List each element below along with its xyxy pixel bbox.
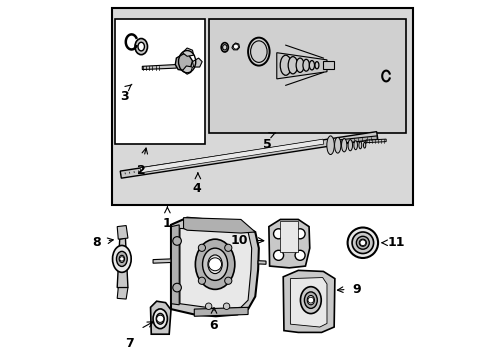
Ellipse shape (135, 39, 147, 55)
Circle shape (208, 258, 221, 271)
Ellipse shape (296, 58, 304, 72)
Ellipse shape (341, 139, 346, 152)
Circle shape (172, 283, 181, 292)
Ellipse shape (302, 59, 309, 71)
Polygon shape (290, 278, 326, 327)
Ellipse shape (363, 142, 365, 148)
Circle shape (198, 277, 205, 284)
Polygon shape (117, 288, 128, 299)
Polygon shape (365, 139, 386, 143)
Bar (112, 8, 412, 205)
Text: 9: 9 (351, 283, 360, 296)
Polygon shape (280, 221, 297, 252)
Ellipse shape (207, 255, 222, 274)
Polygon shape (180, 228, 251, 309)
Ellipse shape (347, 228, 377, 258)
Ellipse shape (112, 246, 131, 273)
Circle shape (156, 315, 163, 322)
Polygon shape (171, 218, 258, 316)
Circle shape (205, 303, 211, 310)
Text: 8: 8 (92, 236, 101, 249)
Ellipse shape (356, 236, 368, 249)
Polygon shape (140, 139, 323, 173)
Ellipse shape (306, 296, 314, 305)
Ellipse shape (153, 309, 167, 329)
Ellipse shape (116, 251, 127, 266)
Text: 4: 4 (192, 182, 201, 195)
Text: 11: 11 (387, 236, 405, 249)
Ellipse shape (195, 239, 234, 289)
Bar (208, 19, 405, 134)
Ellipse shape (347, 140, 352, 151)
Ellipse shape (138, 42, 144, 51)
Circle shape (294, 229, 305, 239)
Polygon shape (283, 270, 334, 332)
Circle shape (172, 237, 181, 245)
Ellipse shape (353, 141, 357, 150)
Circle shape (233, 44, 238, 49)
Circle shape (273, 250, 283, 260)
Polygon shape (120, 132, 377, 178)
Polygon shape (142, 64, 176, 69)
Polygon shape (117, 226, 128, 239)
Circle shape (224, 244, 231, 251)
Ellipse shape (119, 255, 124, 262)
Ellipse shape (359, 239, 366, 246)
Polygon shape (194, 307, 247, 316)
Ellipse shape (300, 287, 321, 314)
Circle shape (294, 250, 305, 260)
Polygon shape (192, 58, 202, 67)
Polygon shape (153, 259, 171, 263)
Polygon shape (175, 54, 192, 71)
Ellipse shape (351, 232, 373, 253)
Text: 10: 10 (230, 234, 247, 247)
Polygon shape (182, 48, 193, 56)
Circle shape (273, 229, 283, 239)
Polygon shape (171, 225, 179, 305)
Text: 1: 1 (163, 217, 171, 230)
Text: 6: 6 (209, 319, 218, 332)
Polygon shape (231, 43, 239, 50)
Circle shape (359, 240, 365, 246)
Ellipse shape (358, 141, 361, 149)
Text: 2: 2 (137, 164, 145, 177)
Ellipse shape (334, 137, 340, 153)
Text: 5: 5 (263, 138, 272, 151)
Bar (115, 19, 204, 144)
Circle shape (223, 303, 229, 310)
Polygon shape (335, 136, 376, 144)
Polygon shape (117, 238, 128, 288)
Polygon shape (268, 220, 309, 268)
Polygon shape (150, 301, 171, 334)
Ellipse shape (314, 62, 318, 69)
Text: 7: 7 (124, 337, 133, 350)
Polygon shape (182, 66, 192, 74)
Ellipse shape (309, 60, 314, 70)
Text: 3: 3 (120, 90, 128, 103)
Polygon shape (322, 61, 333, 69)
Ellipse shape (156, 314, 164, 324)
Circle shape (120, 257, 124, 261)
Ellipse shape (287, 57, 297, 74)
Ellipse shape (280, 55, 291, 75)
Circle shape (307, 297, 313, 303)
Ellipse shape (202, 248, 227, 280)
Polygon shape (276, 53, 326, 79)
Polygon shape (258, 261, 265, 264)
Ellipse shape (304, 292, 317, 309)
Circle shape (198, 244, 205, 251)
Polygon shape (183, 218, 255, 233)
Ellipse shape (326, 136, 334, 154)
Circle shape (224, 277, 231, 284)
